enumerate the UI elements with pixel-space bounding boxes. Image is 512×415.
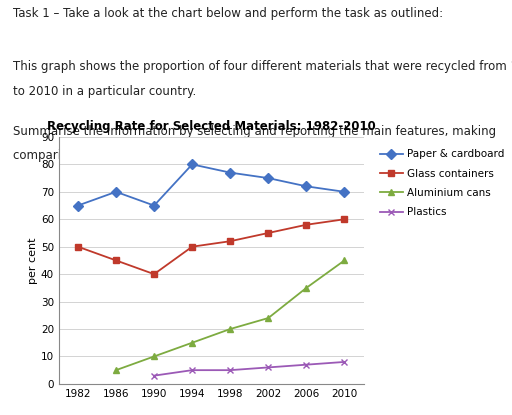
Aluminium cans: [342, 258, 348, 263]
Plastics: [189, 368, 195, 373]
Aluminium cans: [113, 368, 119, 373]
Glass containers: [227, 239, 233, 244]
Line: Aluminium cans: Aluminium cans: [113, 257, 348, 374]
Plastics: [151, 373, 157, 378]
Aluminium cans: [189, 340, 195, 345]
Line: Paper & cardboard: Paper & cardboard: [74, 161, 348, 209]
Legend: Paper & cardboard, Glass containers, Aluminium cans, Plastics: Paper & cardboard, Glass containers, Alu…: [378, 147, 506, 220]
Plastics: [227, 368, 233, 373]
Y-axis label: per cent: per cent: [28, 237, 38, 284]
Line: Plastics: Plastics: [151, 359, 348, 379]
Paper & cardboard: [342, 189, 348, 194]
Paper & cardboard: [113, 189, 119, 194]
Aluminium cans: [227, 327, 233, 332]
Plastics: [342, 359, 348, 364]
Text: Summarise the information by selecting and reporting the main features, making: Summarise the information by selecting a…: [13, 124, 496, 137]
Paper & cardboard: [303, 184, 309, 189]
Text: Task 1 – Take a look at the chart below and perform the task as outlined:: Task 1 – Take a look at the chart below …: [13, 7, 443, 20]
Line: Glass containers: Glass containers: [74, 216, 348, 278]
Plastics: [265, 365, 271, 370]
Paper & cardboard: [265, 176, 271, 181]
Glass containers: [113, 258, 119, 263]
Title: Recycling Rate for Selected Materials: 1982-2010: Recycling Rate for Selected Materials: 1…: [47, 120, 376, 133]
Paper & cardboard: [189, 162, 195, 167]
Paper & cardboard: [75, 203, 81, 208]
Text: This graph shows the proportion of four different materials that were recycled f: This graph shows the proportion of four …: [13, 60, 512, 73]
Text: comparisons where relevant.: comparisons where relevant.: [13, 149, 184, 162]
Aluminium cans: [265, 315, 271, 320]
Aluminium cans: [151, 354, 157, 359]
Plastics: [303, 362, 309, 367]
Paper & cardboard: [227, 170, 233, 175]
Glass containers: [303, 222, 309, 227]
Paper & cardboard: [151, 203, 157, 208]
Glass containers: [151, 272, 157, 277]
Aluminium cans: [303, 286, 309, 290]
Glass containers: [75, 244, 81, 249]
Glass containers: [342, 217, 348, 222]
Glass containers: [265, 230, 271, 235]
Text: to 2010 in a particular country.: to 2010 in a particular country.: [13, 85, 196, 98]
Glass containers: [189, 244, 195, 249]
